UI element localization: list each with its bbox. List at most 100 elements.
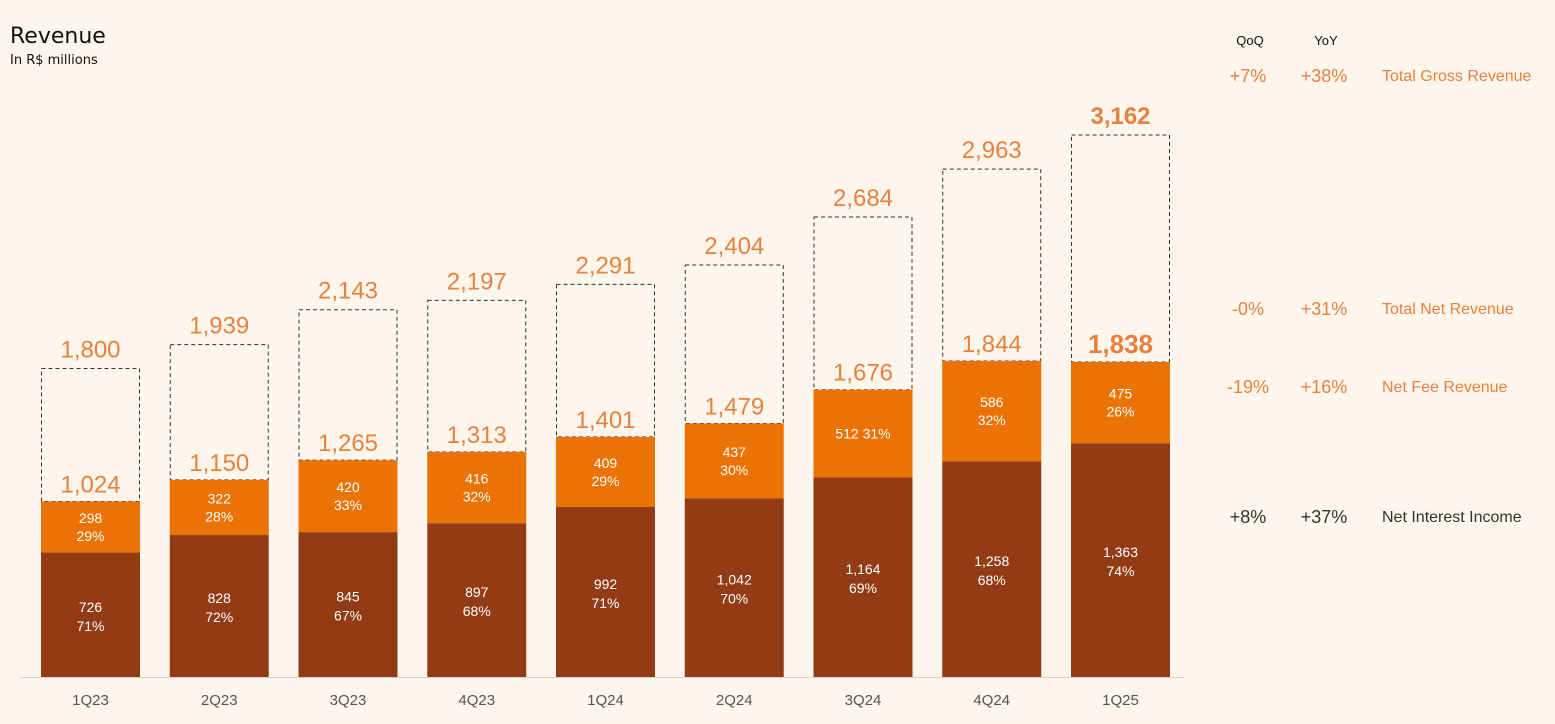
net-fee-bar <box>1071 361 1170 444</box>
gross-revenue-box <box>684 264 784 424</box>
net-interest-bar <box>169 535 269 677</box>
chart-subtitle: In R$ millions <box>10 53 98 68</box>
net-interest-label: 992 <box>594 576 618 592</box>
total-net-revenue-label: 1,676 <box>833 360 893 387</box>
net-interest-label: 1,164 <box>845 561 880 577</box>
x-tick-label: 2Q24 <box>716 692 753 709</box>
net-fee-label: 437 <box>723 444 747 460</box>
gross-revenue-box <box>813 216 913 391</box>
x-tick-label: 1Q25 <box>1102 692 1139 709</box>
net-fee-label: 28% <box>205 508 233 524</box>
interest-qoq: +8% <box>1229 507 1267 527</box>
net-interest-label: 69% <box>849 580 877 596</box>
total-net-revenue-label: 1,150 <box>189 450 249 477</box>
net-interest-bar <box>813 477 913 677</box>
net-fee-label: 298 <box>79 510 103 526</box>
interest-label: Net Interest Income <box>1382 509 1522 526</box>
net-fee-label: 29% <box>76 528 104 544</box>
total-gross-revenue-label: 1,800 <box>60 336 120 363</box>
net-fee-bar <box>942 360 1042 462</box>
gross-yoy: +38% <box>1300 66 1348 86</box>
net-interest-label: 1,258 <box>974 553 1009 569</box>
net-fee-label: 322 <box>208 490 232 506</box>
net-interest-label: 68% <box>978 572 1006 588</box>
net-interest-label: 828 <box>208 590 232 606</box>
net-fee-label: 416 <box>465 471 489 487</box>
net-interest-label: 72% <box>205 609 233 625</box>
net-fee-label: 33% <box>334 497 362 513</box>
net-interest-label: 70% <box>720 591 748 607</box>
total-gross-revenue-label: 2,197 <box>447 268 507 295</box>
net-interest-bar <box>556 506 655 677</box>
net-fee-bar <box>41 501 140 553</box>
net-fee-bar <box>556 436 655 507</box>
x-tick-label: 3Q24 <box>845 692 882 709</box>
chart-title: Revenue <box>10 24 106 49</box>
gross-revenue-box <box>1071 134 1170 363</box>
total-net-revenue-label: 1,401 <box>575 407 635 434</box>
net-interest-label: 1,363 <box>1103 544 1138 560</box>
net-interest-label: 845 <box>336 589 360 605</box>
net-interest-label: 68% <box>463 603 491 619</box>
total-gross-revenue-label: 1,939 <box>189 313 249 340</box>
gross-qoq: +7% <box>1229 66 1267 86</box>
net-interest-label: 726 <box>79 599 103 615</box>
total-gross-revenue-label: 2,684 <box>833 185 893 212</box>
x-tick-label: 3Q23 <box>330 692 367 709</box>
net-fee-label: 586 <box>980 394 1004 410</box>
total-gross-revenue-label: 2,404 <box>704 233 764 260</box>
net-interest-label: 67% <box>334 608 362 624</box>
net-interest-label: 74% <box>1106 563 1134 579</box>
fee-label: Net Fee Revenue <box>1382 379 1508 396</box>
gross-revenue-box <box>427 299 527 453</box>
net-interest-bar <box>41 552 140 677</box>
total-net-revenue-label: 1,479 <box>704 393 764 420</box>
gross-label: Total Gross Revenue <box>1382 68 1532 85</box>
net-fee-label: 26% <box>1106 404 1134 420</box>
x-tick-label: 4Q23 <box>458 692 495 709</box>
total-net-revenue-label: 1,024 <box>60 471 120 498</box>
net-interest-label: 897 <box>465 584 489 600</box>
net-fee-label: 32% <box>978 412 1006 428</box>
net-fee-label: 420 <box>336 479 360 495</box>
net-fee-bar <box>684 423 784 499</box>
gross-revenue-box <box>556 283 655 438</box>
net-interest-bar <box>427 523 527 677</box>
net-interest-bar <box>684 498 784 677</box>
net-interest-label: 71% <box>76 618 104 634</box>
total-gross-revenue-label: 3,162 <box>1090 103 1150 130</box>
total-net-revenue-label: 1,265 <box>318 430 378 457</box>
interest-yoy: +37% <box>1300 507 1348 527</box>
total-net-revenue-label: 1,838 <box>1088 329 1153 359</box>
net-interest-bar <box>942 461 1042 677</box>
qoq-header: QoQ <box>1236 33 1264 48</box>
net-fee-bar <box>298 460 398 533</box>
fee-qoq: -19% <box>1226 377 1270 397</box>
net-fee-label: 29% <box>591 473 619 489</box>
total-gross-revenue-label: 2,143 <box>318 278 378 305</box>
x-tick-label: 1Q23 <box>72 692 109 709</box>
yoy-header: YoY <box>1314 33 1338 48</box>
total-net-revenue-label: 1,313 <box>447 422 507 449</box>
net-interest-label: 71% <box>591 595 619 611</box>
net-qoq: -0% <box>1231 299 1264 319</box>
net-fee-label: 475 <box>1109 386 1133 402</box>
net-interest-bar <box>298 532 398 677</box>
net-fee-bar <box>169 479 269 536</box>
total-gross-revenue-label: 2,963 <box>962 137 1022 164</box>
net-fee-label: 409 <box>594 455 618 471</box>
total-gross-revenue-label: 2,291 <box>575 252 635 279</box>
net-fee-bar <box>813 389 913 478</box>
net-yoy: +31% <box>1300 299 1348 319</box>
net-interest-bar <box>1071 443 1170 677</box>
net-fee-label: 32% <box>463 489 491 505</box>
revenue-stacked-bar-chart: 298 29% 726 71% 1,024 1,800 1Q23 322 28% 828 72% 1,… <box>20 103 1185 709</box>
x-tick-label: 4Q24 <box>973 692 1010 709</box>
x-tick-label: 1Q24 <box>587 692 624 709</box>
net-label: Total Net Revenue <box>1382 301 1514 318</box>
fee-yoy: +16% <box>1300 377 1348 397</box>
net-fee-label: 30% <box>720 462 748 478</box>
net-fee-bar <box>427 451 527 524</box>
x-tick-label: 2Q23 <box>201 692 238 709</box>
